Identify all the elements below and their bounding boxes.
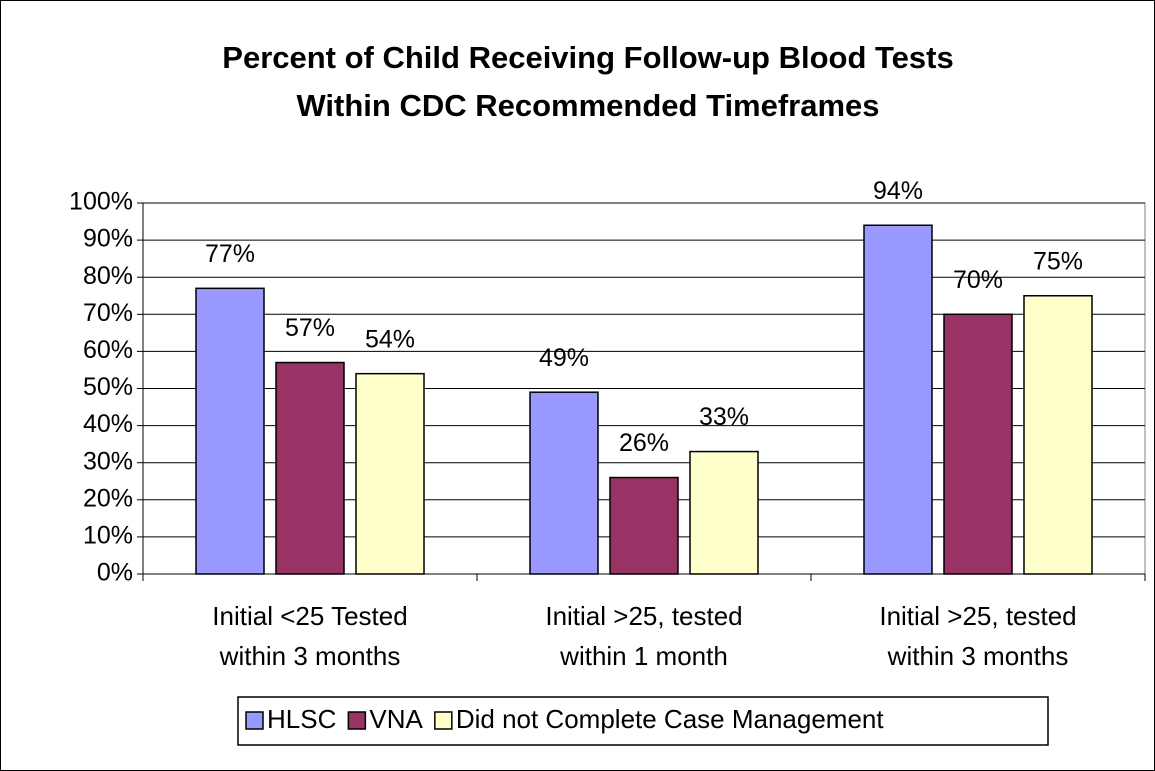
data-label: 33% xyxy=(699,403,749,431)
bar xyxy=(195,287,265,575)
y-tick-label: 90% xyxy=(83,225,133,253)
legend-swatch xyxy=(347,711,367,730)
chart-title: Within CDC Recommended Timeframes xyxy=(296,88,879,123)
data-label: 94% xyxy=(873,177,923,205)
y-tick-label: 60% xyxy=(83,336,133,364)
legend-swatch xyxy=(245,711,264,730)
x-tick-label: within 3 months xyxy=(887,641,1069,671)
y-tick-label: 20% xyxy=(83,484,133,512)
y-tick-label: 40% xyxy=(83,410,133,438)
y-tick-label: 50% xyxy=(83,373,133,401)
legend-label: Did not Complete Case Management xyxy=(456,704,885,734)
x-tick-label: Initial >25, tested xyxy=(879,601,1076,631)
bar xyxy=(355,372,425,575)
bar xyxy=(943,313,1013,575)
x-tick-label: Initial >25, tested xyxy=(545,601,742,631)
y-tick-label: 0% xyxy=(97,559,133,587)
legend-box xyxy=(237,696,1049,746)
bar xyxy=(1023,295,1093,575)
data-label: 26% xyxy=(619,429,669,457)
data-label: 75% xyxy=(1033,247,1083,275)
legend-label: VNA xyxy=(369,704,423,734)
y-tick-label: 80% xyxy=(83,262,133,290)
bar xyxy=(609,476,679,575)
y-tick-label: 70% xyxy=(83,299,133,327)
bar xyxy=(529,391,599,575)
data-label: 54% xyxy=(365,325,415,353)
data-label: 77% xyxy=(205,240,255,268)
x-tick-label: Initial <25 Tested xyxy=(212,601,407,631)
y-tick-label: 10% xyxy=(83,522,133,550)
y-tick-label: 100% xyxy=(69,188,133,216)
data-label: 49% xyxy=(539,344,589,372)
bar xyxy=(863,224,933,575)
bar xyxy=(275,361,345,575)
chart-title: Percent of Child Receiving Follow-up Blo… xyxy=(222,40,953,75)
legend-swatch xyxy=(434,711,453,730)
data-label: 70% xyxy=(953,266,1003,294)
bar xyxy=(689,450,759,575)
x-tick-label: within 3 months xyxy=(219,641,401,671)
x-tick-label: within 1 month xyxy=(559,641,728,671)
data-label: 57% xyxy=(285,314,335,342)
legend-label: HLSC xyxy=(267,704,336,734)
y-tick-label: 30% xyxy=(83,447,133,475)
